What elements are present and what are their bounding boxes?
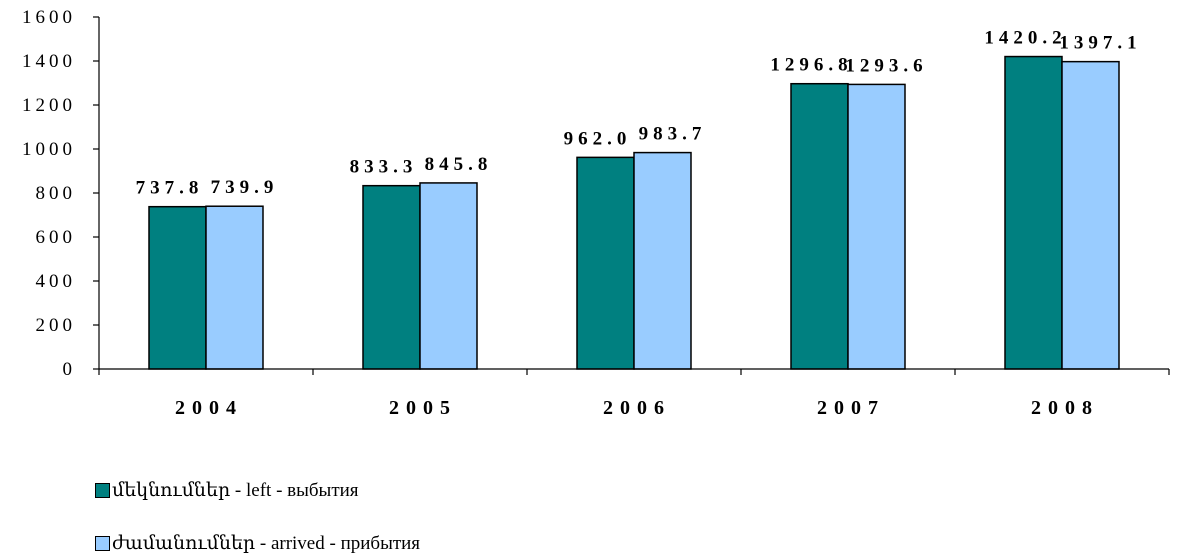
bar-left-2006 [576, 156, 635, 370]
data-label-arrived-2007: 1293.6 [845, 55, 927, 76]
bar-left-2004 [148, 205, 207, 370]
x-tick-label-2006: 2006 [603, 397, 671, 419]
legend-item-arrived: ժամանումներ - arrived - прибытия [95, 532, 420, 555]
bar-arrived-2004 [205, 205, 264, 370]
y-tick-label-1000: 1000 [22, 139, 76, 160]
data-label-left-2007: 1296.8 [770, 55, 852, 76]
legend-swatch-left [95, 483, 110, 498]
x-tick-label-2005: 2005 [389, 397, 457, 419]
data-label-arrived-2005: 845.8 [425, 154, 493, 175]
y-tick-label-1600: 1600 [22, 7, 76, 28]
bar-chart: 737.8 833.3 962.0 1296.8 1420.2 739.9 845.8 983… [22, 7, 1170, 419]
bar-left-2008 [1004, 55, 1063, 370]
data-label-arrived-2008: 1397.1 [1059, 33, 1141, 54]
bar-arrived-2006 [633, 151, 692, 370]
legend-swatch-arrived [95, 536, 110, 551]
bar-arrived-2008 [1061, 60, 1120, 370]
y-tick-label-0: 0 [63, 359, 77, 380]
legend-label-left: մեկնումներ - left - выбытия [112, 480, 359, 501]
y-tick-label-1200: 1200 [22, 95, 76, 116]
bar-left-2007 [790, 82, 849, 370]
y-tick-label-800: 800 [36, 183, 77, 204]
y-tick-label-200: 200 [36, 315, 77, 336]
y-tick-label-1400: 1400 [22, 51, 76, 72]
x-tick-label-2008: 2008 [1031, 397, 1099, 419]
data-label-left-2005: 833.3 [350, 157, 418, 178]
data-label-left-2006: 962.0 [564, 128, 632, 149]
data-label-arrived-2004: 739.9 [211, 177, 279, 198]
data-label-left-2008: 1420.2 [984, 28, 1066, 49]
x-tick-label-2007: 2007 [817, 397, 885, 419]
data-label-left-2004: 737.8 [136, 178, 204, 199]
y-tick-label-600: 600 [36, 227, 77, 248]
bar-arrived-2007 [847, 83, 906, 370]
legend-label-arrived: ժամանումներ - arrived - прибытия [112, 533, 421, 554]
legend-item-left: մեկնումներ - left - выбытия [95, 479, 359, 502]
bar-left-2005 [362, 184, 421, 370]
y-tick-label-400: 400 [36, 271, 77, 292]
x-tick-label-2004: 2004 [175, 397, 243, 419]
bar-arrived-2005 [419, 182, 478, 370]
data-label-arrived-2006: 983.7 [639, 124, 707, 145]
